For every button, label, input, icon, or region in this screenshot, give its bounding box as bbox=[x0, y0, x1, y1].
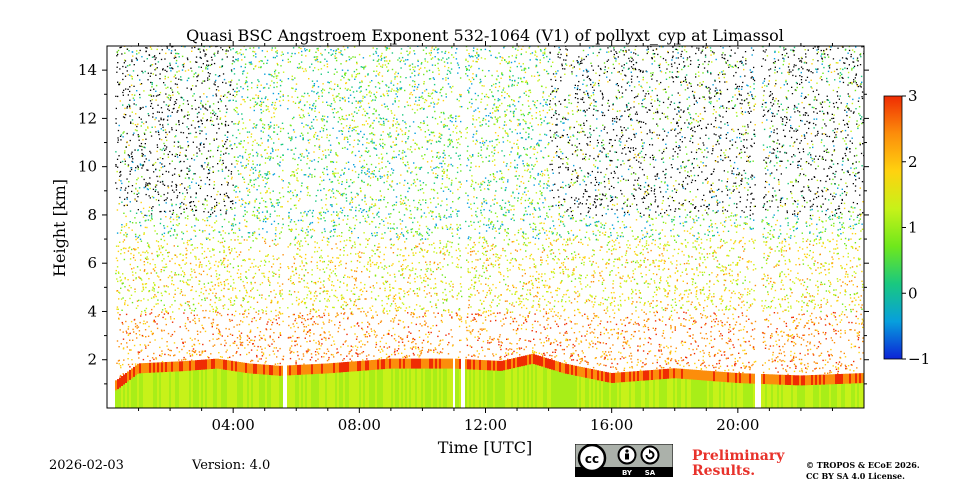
heatmap-field bbox=[115, 39, 866, 408]
copyright-notice: © TROPOS & ECoE 2026. CC BY SA 4.0 Licen… bbox=[806, 460, 920, 482]
footer-date: 2026-02-03 bbox=[49, 458, 124, 473]
colorbar-tick-label: 1 bbox=[908, 219, 918, 237]
preliminary-line-1: Preliminary bbox=[692, 449, 784, 464]
copyright-line-1: © TROPOS & ECoE 2026. bbox=[806, 460, 920, 471]
y-tick-label: 6 bbox=[87, 254, 97, 272]
cc-by-sa-license-badge: cc BY SA bbox=[575, 444, 673, 477]
chart-title: Quasi BSC Angstroem Exponent 532-1064 (V… bbox=[186, 26, 784, 45]
y-axis-title: Height [km] bbox=[50, 179, 69, 277]
cc-icon: cc bbox=[579, 445, 605, 471]
y-tick-label: 10 bbox=[78, 158, 97, 176]
colorbar-tick-label: 3 bbox=[908, 87, 918, 105]
y-tick-label: 4 bbox=[87, 302, 97, 320]
badge-sa-label: SA bbox=[645, 469, 656, 477]
colorbar-ticks: 3 2 1 0 −1 bbox=[902, 87, 930, 368]
colorbar-tick-label: −1 bbox=[908, 350, 930, 368]
x-tick-label: 16:00 bbox=[590, 416, 633, 434]
y-tick-label: 14 bbox=[78, 61, 97, 79]
x-tick-label: 04:00 bbox=[212, 416, 255, 434]
colorbar: 3 2 1 0 −1 bbox=[884, 87, 930, 368]
x-tick-label: 20:00 bbox=[716, 416, 759, 434]
x-tick-label: 12:00 bbox=[464, 416, 507, 434]
badge-by-label: BY bbox=[622, 469, 633, 477]
footer-version: Version: 4.0 bbox=[192, 458, 270, 473]
x-tick-label: 08:00 bbox=[338, 416, 381, 434]
preliminary-notice: Preliminary Results. bbox=[692, 449, 784, 479]
share-alike-icon bbox=[642, 447, 659, 464]
attribution-icon bbox=[619, 447, 636, 464]
y-tick-label: 12 bbox=[78, 109, 97, 127]
colorbar-gradient bbox=[884, 96, 902, 359]
x-axis-title: Time [UTC] bbox=[438, 438, 532, 457]
y-tick-label: 8 bbox=[87, 206, 97, 224]
copyright-line-2: CC BY SA 4.0 License. bbox=[806, 471, 920, 482]
colorbar-tick-label: 2 bbox=[908, 153, 918, 171]
y-tick-label: 2 bbox=[87, 351, 97, 369]
preliminary-line-2: Results. bbox=[692, 464, 784, 479]
colorbar-tick-label: 0 bbox=[908, 284, 918, 302]
